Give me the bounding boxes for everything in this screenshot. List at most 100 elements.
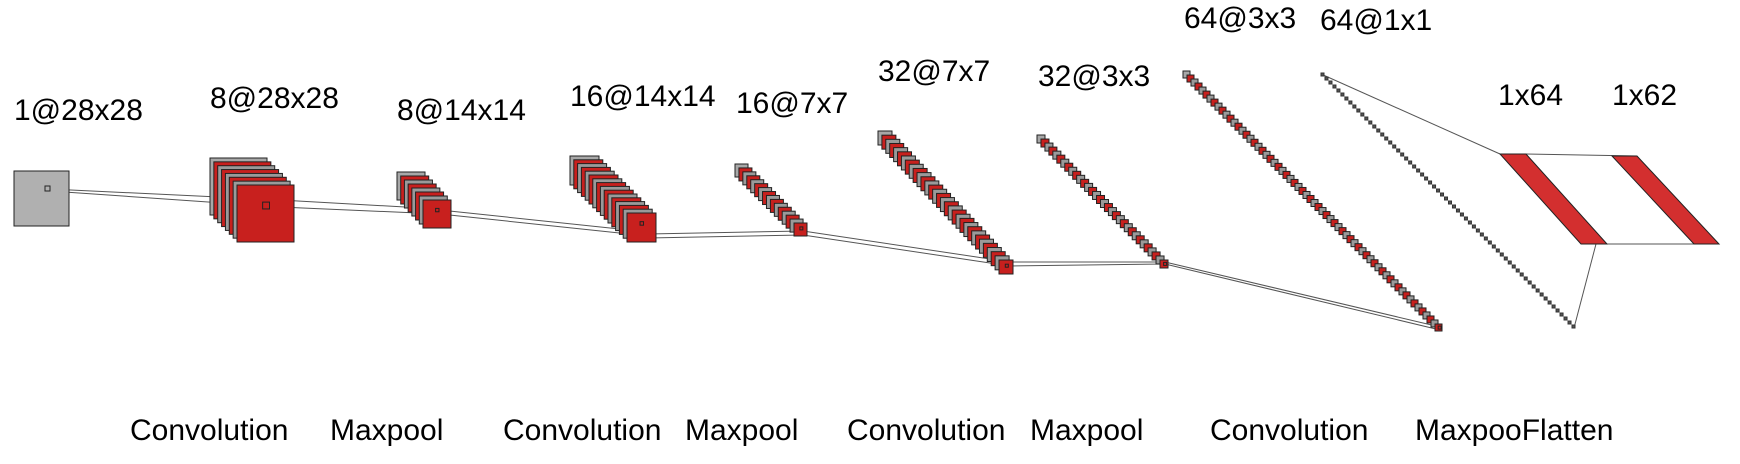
feature-map-pool4	[1340, 92, 1345, 97]
feature-map-pool4	[1511, 264, 1516, 269]
connection-line	[1009, 263, 1166, 267]
kernel-box	[799, 226, 804, 231]
feature-map-pool4	[1320, 72, 1325, 77]
layer-label-flat1: 1x64	[1498, 79, 1563, 112]
layer-label-pool3: 32@3x3	[1038, 60, 1150, 93]
feature-map-pool4	[1360, 112, 1365, 117]
feature-map-pool4	[1455, 208, 1460, 213]
feature-map-pool4	[1459, 212, 1464, 217]
feature-map-pool4	[1519, 272, 1524, 277]
feature-map-pool4	[1392, 144, 1397, 149]
feature-map-pool4	[1499, 252, 1504, 257]
feature-map-pool4	[1372, 124, 1377, 129]
feature-map-pool4	[1503, 256, 1508, 261]
feature-map-pool4	[1495, 248, 1500, 253]
feature-map-pool4	[1487, 240, 1492, 245]
operation-label: Convolution	[130, 414, 288, 447]
feature-map-pool4	[1507, 260, 1512, 265]
feature-map-pool4	[1515, 268, 1520, 273]
feature-map-pool4	[1527, 280, 1532, 285]
connection-line	[802, 230, 1011, 263]
layer-label-pool2: 16@7x7	[736, 87, 848, 120]
connection-line	[647, 230, 804, 235]
feature-map-pool4	[1563, 316, 1568, 321]
feature-map-pool4	[1400, 152, 1405, 157]
connection-line	[439, 209, 649, 233]
feature-map-pool4	[1388, 140, 1393, 145]
connection-line	[1320, 73, 1501, 155]
feature-map-pool4	[1328, 80, 1333, 85]
flatten-band-flat2	[1610, 155, 1721, 245]
layer-label-pool1: 8@14x14	[397, 94, 526, 127]
feature-map-pool4	[1547, 300, 1552, 305]
layer-label-flat2: 1x62	[1612, 79, 1677, 112]
feature-map-pool4	[1567, 320, 1572, 325]
connection-line	[439, 213, 649, 237]
operation-label: Maxpool	[330, 414, 443, 447]
connection-line	[802, 234, 1011, 267]
layer-labels: 1@28x28 8@28x28 8@14x14 16@14x14 16@7x7 …	[14, 2, 1677, 127]
feature-map-pool4	[1571, 324, 1576, 329]
kernel-box	[44, 185, 51, 192]
feature-map-pool4	[1531, 284, 1536, 289]
feature-map-pool4	[1444, 196, 1449, 201]
flatten-band-flat1	[1498, 153, 1609, 245]
operation-labels: Convolution Maxpool Convolution Maxpool …	[130, 414, 1613, 447]
feature-map-pool4	[1332, 84, 1337, 89]
feature-map-pool4	[1416, 168, 1421, 173]
feature-map-pool4	[1467, 220, 1472, 225]
feature-map-pool4	[1483, 236, 1488, 241]
feature-map-pool4	[1376, 128, 1381, 133]
feature-map-pool1	[422, 199, 452, 229]
feature-map-pool4	[1559, 312, 1564, 317]
connection-line	[1164, 261, 1441, 328]
kernel-box	[1163, 261, 1168, 266]
feature-map-pool4	[1555, 308, 1560, 313]
feature-map-pool4	[1432, 184, 1437, 189]
layer-label-conv1: 8@28x28	[210, 82, 339, 115]
layer-label-pool4: 64@1x1	[1320, 4, 1432, 37]
input-map	[13, 170, 70, 227]
feature-map-pool4	[1380, 132, 1385, 137]
feature-map-pool4	[1436, 188, 1441, 193]
kernel-box	[1004, 263, 1009, 268]
operation-label: Convolution	[1210, 414, 1368, 447]
operation-label: Maxpool	[1030, 414, 1143, 447]
feature-map-pool4	[1356, 108, 1361, 113]
connection-line	[1164, 263, 1441, 331]
feature-map-pool4	[1368, 120, 1373, 125]
operation-label: Maxpool	[685, 414, 798, 447]
feature-map-pool4	[1451, 204, 1456, 209]
feature-map-pool4	[1523, 276, 1528, 281]
feature-map-pool4	[1535, 288, 1540, 293]
feature-map-pool4	[1364, 116, 1369, 121]
feature-map-pool4	[1412, 164, 1417, 169]
feature-map-pool4	[1324, 76, 1329, 81]
feature-map-pool4	[1420, 172, 1425, 177]
kernel-box	[435, 207, 440, 213]
feature-map-pool4	[1352, 104, 1357, 109]
layer-stacks	[13, 70, 1721, 332]
feature-map-conv2	[626, 212, 657, 243]
operation-label: Convolution	[503, 414, 661, 447]
operation-label: MaxpooFlatten	[1415, 414, 1613, 447]
kernel-box	[262, 201, 270, 210]
layer-label-input: 1@28x28	[14, 94, 143, 127]
feature-map-pool4	[1428, 180, 1433, 185]
connection-line	[1573, 243, 1597, 329]
feature-map-pool4	[1551, 304, 1556, 309]
feature-map-pool4	[1471, 224, 1476, 229]
feature-map-pool4	[1424, 176, 1429, 181]
layer-label-conv2: 16@14x14	[570, 80, 716, 113]
feature-map-pool4	[1384, 136, 1389, 141]
feature-map-pool4	[1447, 200, 1452, 205]
feature-map-pool4	[1479, 232, 1484, 237]
connection-line	[647, 234, 804, 239]
feature-map-pool4	[1475, 228, 1480, 233]
feature-map-pool4	[1348, 100, 1353, 105]
feature-map-pool4	[1539, 292, 1544, 297]
feature-map-pool4	[1408, 160, 1413, 165]
feature-map-pool4	[1404, 156, 1409, 161]
layer-label-conv3: 32@7x7	[878, 55, 990, 88]
